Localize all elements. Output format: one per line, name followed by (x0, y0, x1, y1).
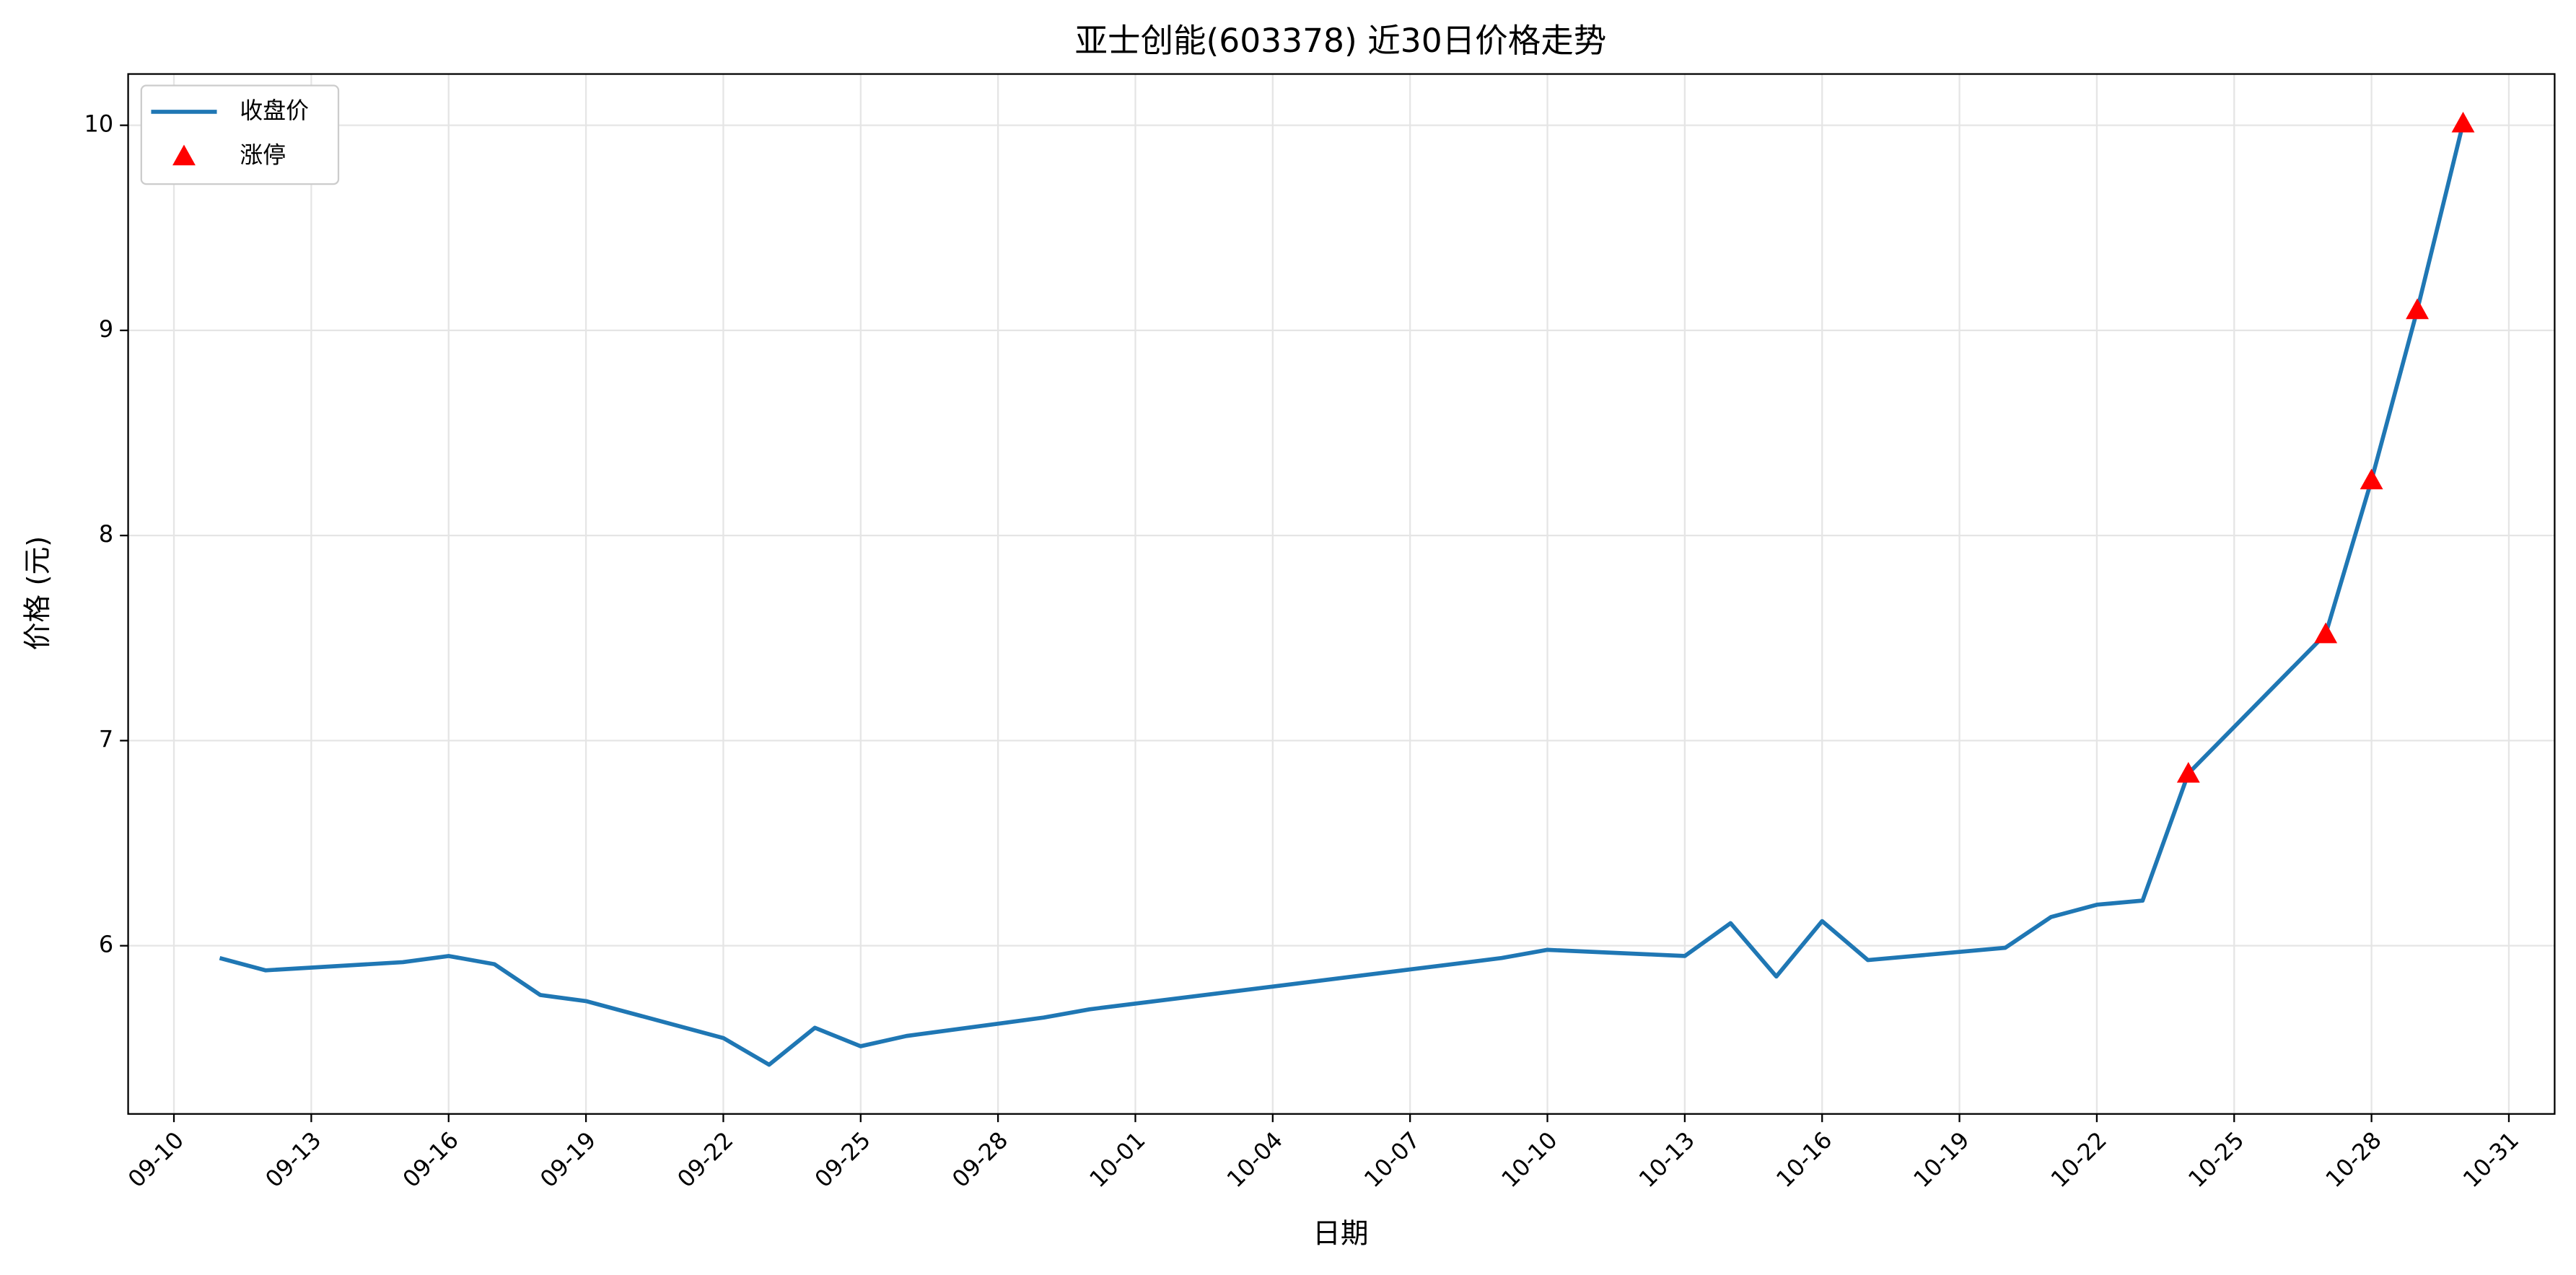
x-tick-label: 10-16 (1771, 1126, 1837, 1193)
x-tick-label: 10-07 (1359, 1126, 1425, 1193)
price-line (219, 123, 2466, 1067)
x-tick-label: 09-19 (535, 1126, 601, 1193)
limit-up-marker (2314, 622, 2338, 644)
x-tick-label: 10-28 (2320, 1126, 2386, 1193)
x-tick-label: 10-13 (1634, 1126, 1700, 1193)
x-tick-label: 10-31 (2458, 1126, 2524, 1193)
y-tick-label: 8 (99, 520, 113, 548)
x-tick-label: 10-19 (1908, 1126, 1974, 1193)
x-axis-label: 日期 (1313, 1218, 1368, 1250)
x-tick-label: 09-25 (810, 1126, 876, 1193)
limit-up-marker (2451, 111, 2475, 133)
x-tick-label: 10-10 (1496, 1126, 1562, 1193)
legend-marker (172, 144, 196, 166)
limit-up-marker (2406, 298, 2429, 320)
y-tick-label: 6 (99, 931, 113, 958)
plot-frame (127, 73, 2556, 1115)
y-axis-label: 价格 (元) (22, 536, 54, 651)
legend-label: 收盘价 (240, 97, 309, 124)
x-tick-label: 10-22 (2046, 1126, 2112, 1193)
x-tick-label: 09-22 (672, 1126, 738, 1193)
x-tick-label: 10-04 (1222, 1126, 1288, 1193)
x-tick-label: 10-01 (1084, 1126, 1150, 1193)
legend-label: 涨停 (240, 141, 286, 168)
y-tick-label: 10 (84, 110, 114, 138)
x-tick-label: 09-10 (123, 1126, 189, 1193)
x-tick-label: 10-25 (2183, 1126, 2249, 1193)
limit-up-marker (2360, 468, 2383, 490)
x-tick-label: 09-16 (398, 1126, 464, 1193)
y-tick-label: 9 (99, 315, 113, 343)
x-tick-label: 09-28 (947, 1126, 1013, 1193)
x-tick-label: 09-13 (260, 1126, 326, 1193)
limit-up-marker (2176, 761, 2200, 783)
y-tick-label: 7 (99, 725, 113, 753)
chart-title: 亚士创能(603378) 近30日价格走势 (1074, 22, 1606, 60)
